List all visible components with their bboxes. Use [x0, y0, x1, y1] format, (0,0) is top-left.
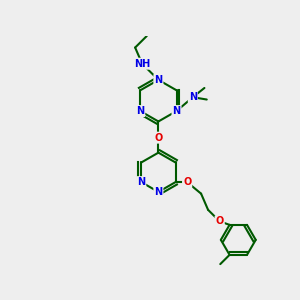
Text: NH: NH: [134, 59, 150, 69]
Text: N: N: [172, 106, 181, 116]
Text: N: N: [136, 106, 144, 116]
Text: O: O: [154, 133, 163, 142]
Text: N: N: [154, 187, 163, 197]
Text: O: O: [183, 177, 191, 187]
Text: N: N: [189, 92, 197, 102]
Text: O: O: [216, 216, 224, 226]
Text: N: N: [137, 177, 145, 187]
Text: N: N: [154, 75, 163, 85]
